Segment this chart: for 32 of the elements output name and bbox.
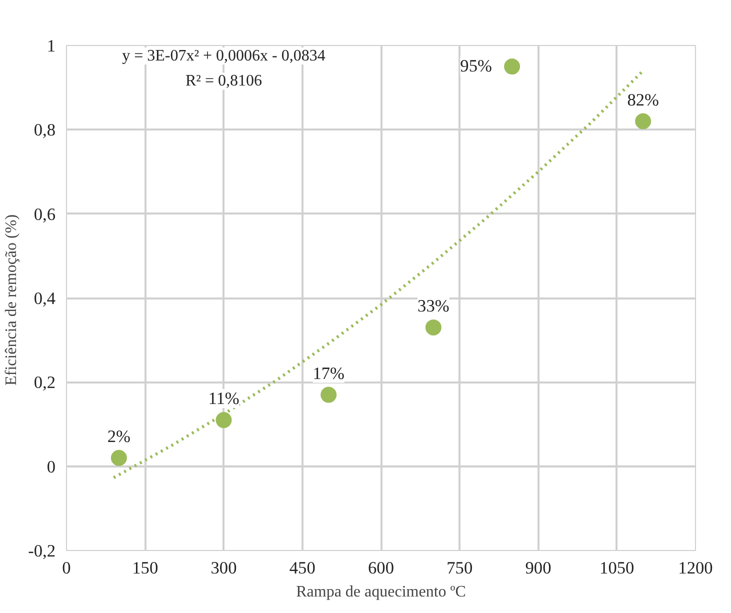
- data-label: 2%: [107, 426, 130, 446]
- x-tick-label: 300: [210, 558, 237, 578]
- y-tick-label: 0,6: [34, 204, 56, 224]
- annotation: R² = 0,8106: [186, 72, 262, 90]
- y-tick-label: 1: [46, 36, 56, 56]
- y-tick-label: 0,8: [34, 120, 56, 140]
- data-label: 95%: [460, 56, 492, 76]
- x-tick-label: 900: [525, 558, 552, 578]
- point: [635, 113, 652, 130]
- x-axis-title: Rampa de aquecimento ºC: [296, 584, 466, 600]
- x-tick-label: 0: [62, 558, 71, 578]
- y-axis-title: Eficiência de remoção (%): [3, 214, 20, 386]
- point: [320, 386, 337, 403]
- x-tick-label: 150: [132, 558, 158, 578]
- point: [110, 450, 127, 466]
- x-tick-label: 1200: [678, 558, 713, 578]
- y-tick-label: 0,2: [34, 373, 56, 392]
- x-tick-label: 450: [289, 558, 316, 578]
- x-tick-label: 600: [368, 558, 394, 578]
- point: [425, 319, 442, 336]
- data-label: 11%: [208, 389, 240, 408]
- data-label: 82%: [627, 90, 659, 110]
- data-label: 33%: [418, 296, 450, 316]
- x-tick-label: 1050: [600, 558, 634, 578]
- point: [216, 412, 232, 428]
- y-tick-label: 0: [46, 457, 56, 476]
- point: [504, 58, 520, 75]
- y-tick-label: 0,4: [34, 289, 56, 308]
- x-tick-label: 750: [446, 558, 473, 578]
- y-tick-label: -0,2: [28, 542, 56, 560]
- annotation: y = 3E-07x² + 0,0006x - 0,0834: [122, 47, 326, 64]
- data-label: 17%: [312, 364, 344, 383]
